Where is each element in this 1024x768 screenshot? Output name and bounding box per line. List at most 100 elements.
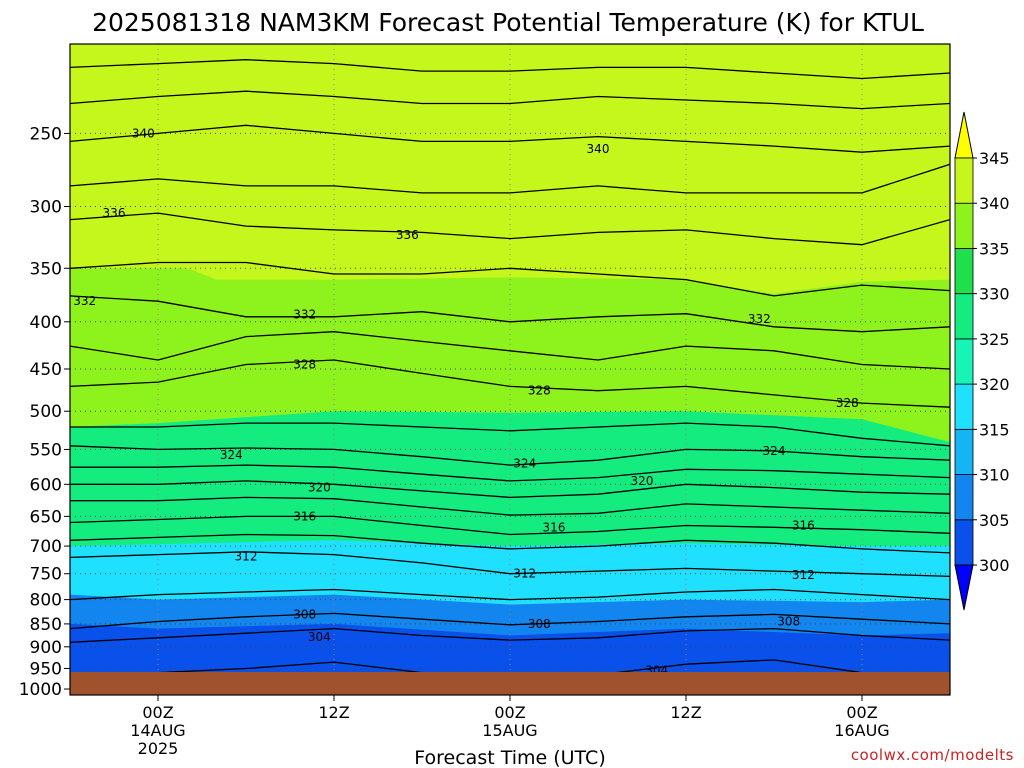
contour-label: 316 bbox=[543, 520, 566, 534]
contour-label-text: 316 bbox=[792, 519, 815, 533]
colorbar-segment bbox=[954, 383, 974, 430]
y-tick-label: 500 bbox=[30, 402, 62, 422]
contour-label-text: 312 bbox=[513, 567, 536, 581]
contour-label: 324 bbox=[513, 457, 536, 471]
contour-label: 320 bbox=[308, 481, 331, 495]
y-tick-label: 750 bbox=[30, 565, 62, 585]
y-tick-label: 350 bbox=[30, 259, 62, 279]
contour-label-text: 328 bbox=[528, 384, 551, 398]
colorbar-top-arrow bbox=[954, 111, 974, 159]
contour-label-text: 320 bbox=[631, 474, 654, 488]
x-tick-label: 16AUG bbox=[834, 721, 889, 740]
contour-label: 324 bbox=[763, 444, 786, 458]
watermark: coolwx.com/modelts bbox=[851, 746, 1014, 764]
contour-334 bbox=[70, 261, 950, 297]
contour-314 bbox=[70, 533, 950, 554]
contour-label-text: 340 bbox=[132, 126, 155, 140]
contour-306 bbox=[70, 627, 950, 643]
contour-label: 316 bbox=[792, 519, 815, 533]
contour-label-text: 332 bbox=[748, 312, 771, 326]
colorbar-segment bbox=[954, 157, 974, 204]
contour-lines bbox=[70, 59, 950, 680]
band-fill bbox=[70, 44, 950, 294]
contour-label: 332 bbox=[73, 294, 96, 308]
y-tick-label: 1000 bbox=[19, 680, 62, 700]
contour-322 bbox=[70, 464, 950, 482]
colorbar-label: 345 bbox=[979, 149, 1010, 168]
contour-338 bbox=[70, 163, 950, 194]
contour-label-text: 308 bbox=[293, 607, 316, 621]
colorbar-segment bbox=[954, 293, 974, 340]
contour-label: 340 bbox=[132, 126, 155, 140]
contour-label-text: 340 bbox=[587, 142, 610, 156]
contour-label-text: 328 bbox=[293, 358, 316, 372]
contour-label-text: 324 bbox=[220, 448, 243, 462]
contour-label-text: 316 bbox=[293, 509, 316, 523]
colorbar-label: 305 bbox=[979, 511, 1010, 530]
contour-344 bbox=[70, 59, 950, 80]
y-axis: 250 300 350 400 450 500 550 600 650 700 750 800 850 9… bbox=[19, 124, 70, 700]
colorbar-segment bbox=[954, 248, 974, 295]
contour-label: 308 bbox=[293, 607, 316, 621]
contour-label: 328 bbox=[293, 358, 316, 372]
contour-342 bbox=[70, 90, 950, 110]
contour-label-text: 320 bbox=[308, 481, 331, 495]
colorbar-label: 325 bbox=[979, 330, 1010, 349]
x-tick-label: 15AUG bbox=[482, 721, 537, 740]
contour-320 bbox=[70, 480, 950, 499]
y-tick-label: 400 bbox=[30, 313, 62, 333]
contour-label: 324 bbox=[220, 448, 243, 462]
contour-318 bbox=[70, 496, 950, 516]
contour-label: 332 bbox=[748, 312, 771, 326]
colorbar-label: 300 bbox=[979, 556, 1010, 575]
ground-surface bbox=[70, 672, 950, 695]
contour-label: 312 bbox=[513, 567, 536, 581]
colorbar-label: 335 bbox=[979, 239, 1010, 258]
contour-308 bbox=[70, 612, 950, 630]
contour-326 bbox=[70, 422, 950, 447]
contour-label-text: 328 bbox=[836, 396, 859, 410]
contour-324 bbox=[70, 445, 950, 466]
colorbar-label: 330 bbox=[979, 285, 1010, 304]
contour-label-text: 332 bbox=[73, 294, 96, 308]
contour-label-text: 324 bbox=[513, 457, 536, 471]
colorbar-label: 340 bbox=[979, 194, 1010, 213]
contour-332 bbox=[70, 295, 950, 333]
contour-label-text: 312 bbox=[792, 568, 815, 582]
y-tick-label: 300 bbox=[30, 198, 62, 218]
y-tick-label: 800 bbox=[30, 591, 62, 611]
contour-label: 328 bbox=[836, 396, 859, 410]
plot-area: 340 340 336 336 332 332 332 328 328 328 324 324 324 3… bbox=[70, 44, 950, 695]
x-tick-label: 12Z bbox=[318, 703, 349, 722]
x-tick-label: 2025 bbox=[138, 739, 179, 758]
y-tick-label: 550 bbox=[30, 440, 62, 460]
colorbar-segment bbox=[954, 428, 974, 475]
contour-label: 336 bbox=[103, 206, 126, 220]
x-tick-label: 00Z bbox=[846, 703, 877, 722]
colorbar-label: 315 bbox=[979, 420, 1010, 439]
contour-336 bbox=[70, 212, 950, 246]
contour-label: 340 bbox=[587, 142, 610, 156]
contour-label: 316 bbox=[293, 509, 316, 523]
y-tick-label: 850 bbox=[30, 615, 62, 635]
contour-label: 312 bbox=[792, 568, 815, 582]
contour-label-text: 308 bbox=[777, 615, 800, 629]
contour-label: 308 bbox=[777, 615, 800, 629]
colorbar-legend: 300 305 310 315 320 325 330 335 340 345 bbox=[954, 111, 1010, 611]
colorbar-segment bbox=[954, 202, 974, 249]
colorbar-label: 320 bbox=[979, 375, 1010, 394]
x-tick-label: 12Z bbox=[670, 703, 701, 722]
contour-label: 304 bbox=[308, 630, 331, 644]
contour-328 bbox=[70, 359, 950, 408]
contour-316 bbox=[70, 515, 950, 536]
contour-label: 336 bbox=[396, 228, 419, 242]
y-tick-label: 900 bbox=[30, 638, 62, 658]
contour-label-text: 308 bbox=[528, 617, 551, 631]
contour-label: 312 bbox=[235, 549, 258, 563]
colorbar-segment bbox=[954, 519, 974, 566]
colorbar-label: 310 bbox=[979, 466, 1010, 485]
contour-312 bbox=[70, 551, 950, 578]
x-tick-label: 00Z bbox=[142, 703, 173, 722]
x-axis-title: Forecast Time (UTC) bbox=[414, 747, 605, 768]
